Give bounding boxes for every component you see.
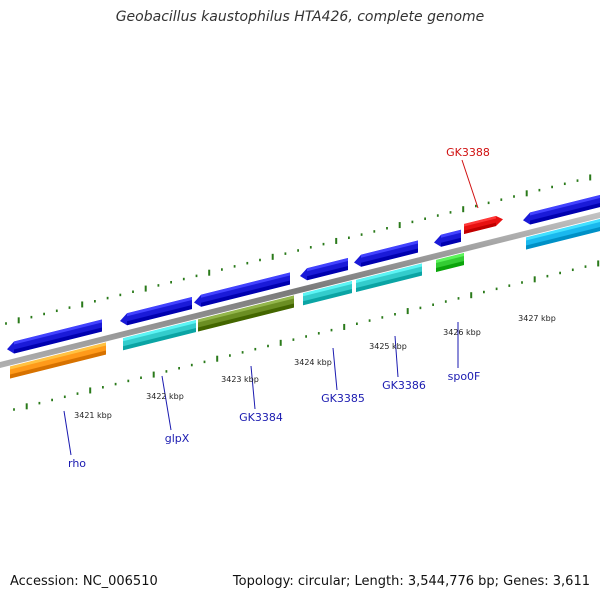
leader-line-gk3385	[332, 347, 338, 391]
gene-label-glpx: glpX	[165, 432, 190, 445]
gene-labels: rho glpX GK3384 GK3385 GK3386 spo0F GK3388	[68, 146, 490, 470]
cds-arrow	[434, 229, 461, 247]
leader-line-gk3386	[394, 335, 399, 378]
gene-band-gk3384	[198, 295, 294, 332]
leader-line-gk3384	[250, 365, 256, 410]
gene-band-spo0f-highlight	[436, 253, 464, 263]
cds-arrow	[300, 258, 348, 281]
leader-line-glpx	[161, 375, 172, 431]
kbp-label: 3426 kbp	[443, 328, 481, 337]
cds-arrow	[120, 297, 192, 326]
gene-arrow-gk3388	[464, 216, 503, 234]
cds-arrow-highlight	[530, 195, 600, 216]
cds-arrow-shade	[201, 280, 290, 307]
gene-band-rho-highlight	[10, 342, 106, 370]
cds-arrow-highlight	[127, 297, 192, 317]
kbp-label: 3421 kbp	[74, 411, 112, 420]
gene-label-gk3386: GK3386	[382, 379, 426, 392]
leader-line-rho	[63, 410, 72, 456]
cds-arrow-shade	[14, 327, 102, 354]
gene-band-gk3386-shade	[356, 271, 422, 292]
cds-arrow-shade	[530, 203, 600, 225]
backbone-band	[0, 212, 600, 368]
kbp-label: 3422 kbp	[146, 392, 184, 401]
gene-band-gk3385-shade	[303, 289, 352, 306]
gene-band-spo0f	[436, 253, 464, 272]
cds-arrow	[7, 319, 102, 354]
gene-band-cyan	[526, 219, 600, 250]
cds-arrow-highlight	[14, 319, 102, 345]
gene-band-gk3384-shade	[198, 303, 294, 332]
gene-band-rho	[10, 342, 106, 379]
gene-band-gk3384-highlight	[198, 295, 294, 323]
kbp-labels: 3421 kbp 3422 kbp 3423 kbp 3424 kbp 3425 kbp…	[74, 314, 556, 420]
cds-arrow-shade	[441, 237, 461, 247]
gene-label-gk3384: GK3384	[239, 411, 283, 424]
kbp-label: 3425 kbp	[369, 342, 407, 351]
gene-band-glpx-highlight	[123, 320, 196, 342]
gene-band-gk3385	[303, 281, 352, 306]
gene-label-rho: rho	[68, 457, 86, 470]
cds-arrow-highlight	[361, 240, 418, 258]
kbp-label: 3424 kbp	[294, 358, 332, 367]
gene-band-glpx	[123, 320, 196, 351]
cds-arrow-shade	[127, 305, 192, 326]
gene-band-cyan-highlight	[526, 219, 600, 241]
cds-arrow	[194, 272, 290, 307]
gene-band-cyan-shade	[526, 227, 600, 250]
label-leader-lines	[63, 159, 479, 456]
topology-label: Topology: circular; Length: 3,544,776 bp…	[232, 574, 590, 589]
cds-arrow-shade	[361, 248, 418, 267]
cds-arrow-shade	[307, 266, 348, 281]
kbp-label: 3423 kbp	[221, 375, 259, 384]
gene-label-spo0f: spo0F	[448, 370, 481, 383]
cds-arrow	[523, 195, 600, 225]
cds-arrow-highlight	[201, 272, 290, 298]
leader-line-gk3388	[461, 159, 479, 209]
feature-track	[7, 195, 600, 379]
map-title: Geobacillus kaustophilus HTA426, complet…	[115, 9, 485, 25]
gene-label-gk3385: GK3385	[321, 392, 365, 405]
kbp-label: 3427 kbp	[518, 314, 556, 323]
cds-arrow	[354, 240, 418, 267]
gene-band-spo0f-shade	[436, 261, 464, 272]
gene-band-rho-shade	[10, 350, 106, 379]
gene-band-gk3386-highlight	[356, 263, 422, 283]
gene-arrow-gk3388-shade	[464, 222, 496, 234]
genome-backbone	[0, 212, 600, 368]
gene-label-gk3388: GK3388	[446, 146, 490, 159]
gene-band-glpx-shade	[123, 328, 196, 351]
outer-tick-ring	[5, 174, 592, 325]
gene-band-gk3385-highlight	[303, 281, 352, 297]
cds-arrow-highlight	[307, 258, 348, 272]
inner-tick-ring	[13, 260, 600, 411]
accession-label: Accession: NC_006510	[10, 574, 158, 589]
cds-arrow-highlight	[441, 229, 461, 238]
gene-band-gk3386	[356, 263, 422, 292]
gene-arrow-gk3388-highlight	[464, 216, 496, 227]
